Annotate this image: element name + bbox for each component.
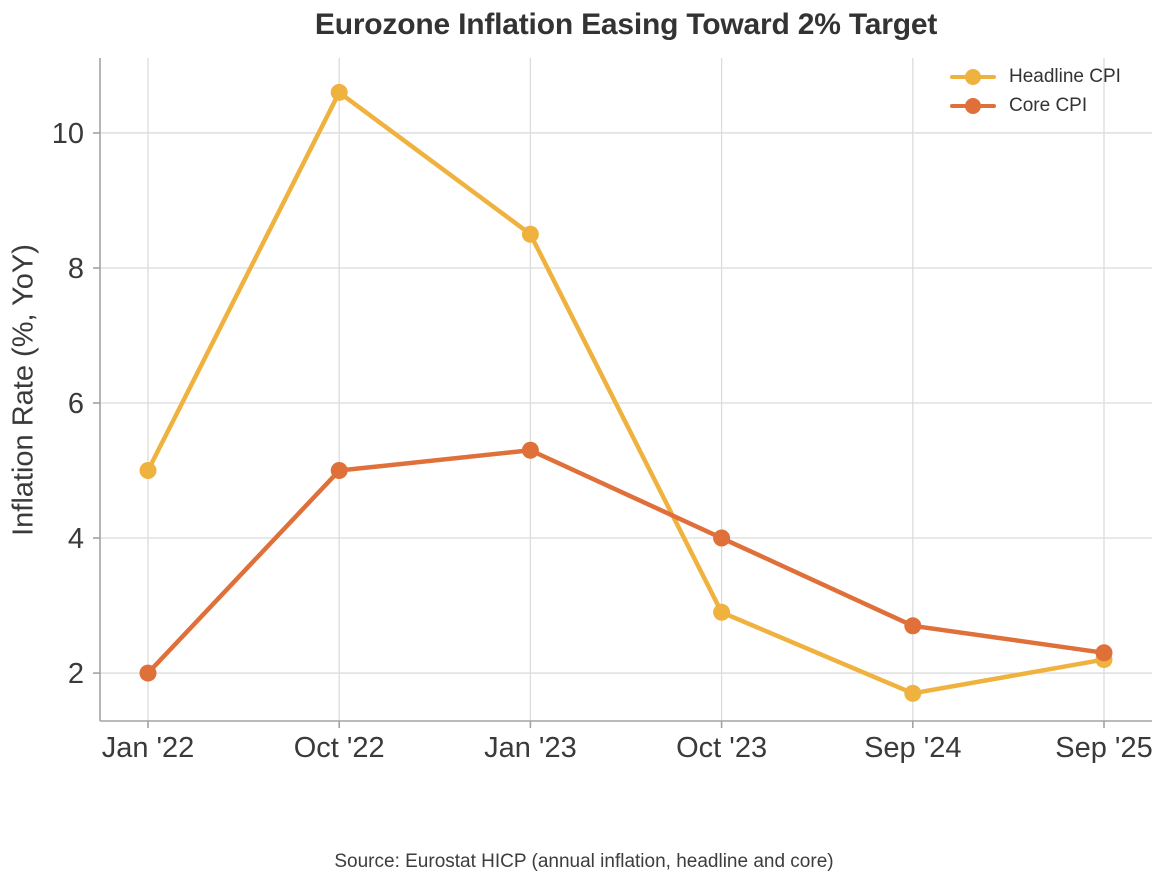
y-tick-label: 2	[68, 658, 84, 690]
data-point-core-cpi	[330, 462, 348, 480]
series-headline-cpi	[139, 83, 1113, 702]
y-tick-label: 8	[68, 253, 84, 285]
data-point-core-cpi	[904, 617, 922, 635]
x-tick-label: Oct '23	[676, 732, 767, 764]
data-point-headline-cpi	[330, 83, 348, 101]
x-tick-label: Jan '22	[102, 732, 195, 764]
data-point-headline-cpi	[713, 603, 731, 621]
data-point-headline-cpi	[521, 225, 539, 243]
x-tick-label: Jan '23	[484, 732, 577, 764]
gridlines	[100, 58, 1152, 721]
legend-dot-swatch	[965, 69, 981, 85]
y-tick-label: 4	[68, 523, 84, 555]
legend-dot-swatch	[965, 98, 981, 114]
y-tick-label: 6	[68, 388, 84, 420]
series-core-cpi	[139, 441, 1113, 682]
x-tick-label: Sep '24	[864, 732, 961, 764]
y-tick-label: 10	[52, 118, 84, 150]
data-point-headline-cpi	[904, 684, 922, 702]
legend-label: Core CPI	[1009, 95, 1088, 116]
data-point-core-cpi	[1095, 644, 1113, 662]
x-tick-label: Oct '22	[294, 732, 385, 764]
legend-label: Headline CPI	[1009, 66, 1121, 87]
legend-entry-core-cpi: Core CPI	[950, 95, 1121, 117]
data-point-core-cpi	[521, 441, 539, 459]
x-tick-label: Sep '25	[1055, 732, 1152, 764]
legend-entry-headline-cpi: Headline CPI	[950, 66, 1121, 88]
chart-legend: Headline CPI Core CPI	[950, 66, 1121, 117]
chart-title: Eurozone Inflation Easing Toward 2% Targ…	[314, 8, 938, 41]
core-cpi-legend-marker-icon	[950, 97, 996, 115]
data-point-headline-cpi	[139, 462, 157, 480]
headline-cpi-legend-marker-icon	[950, 68, 996, 86]
data-point-core-cpi	[713, 529, 731, 547]
y-tick-labels: 2 4 6 8 10	[52, 118, 84, 690]
axis-spines	[99, 58, 1152, 722]
source-caption: Source: Eurostat HICP (annual inflation,…	[334, 851, 834, 872]
axis-tick-marks	[93, 132, 1105, 728]
data-point-core-cpi	[139, 664, 157, 682]
x-tick-labels: Jan '22 Oct '22 Jan '23 Oct '23 Sep '24 Sep '…	[102, 732, 1153, 764]
